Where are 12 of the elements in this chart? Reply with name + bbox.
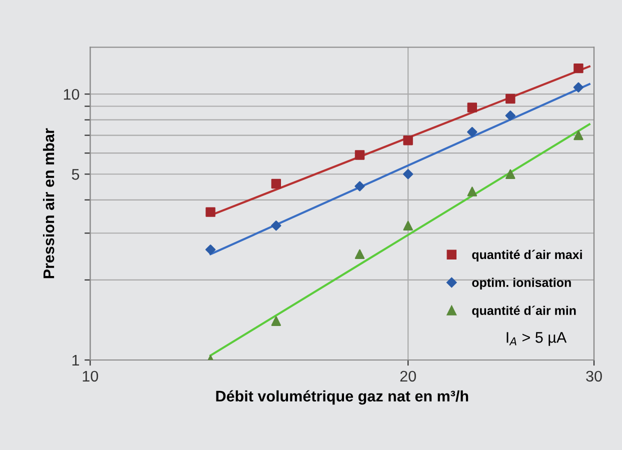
- x-tick-label: 20: [400, 370, 416, 382]
- legend-label: optim. ionisation: [472, 278, 571, 290]
- x-tick-label: 10: [82, 370, 98, 382]
- x-axis-title: Débit volumétrique gaz nat en m³/h: [216, 390, 468, 405]
- annotation: I$_{A}$ > 5 µA: [506, 332, 567, 346]
- x-tick-label: 30: [586, 370, 602, 382]
- y-tick-label: 1: [72, 355, 80, 366]
- y-tick-label: 5: [72, 169, 80, 180]
- legend-label: quantité d´air min: [472, 306, 576, 318]
- y-axis-title: Pression air en mbar: [42, 128, 54, 278]
- y-tick-label: 10: [64, 88, 80, 100]
- legend-label: quantité d´air maxi: [472, 250, 582, 262]
